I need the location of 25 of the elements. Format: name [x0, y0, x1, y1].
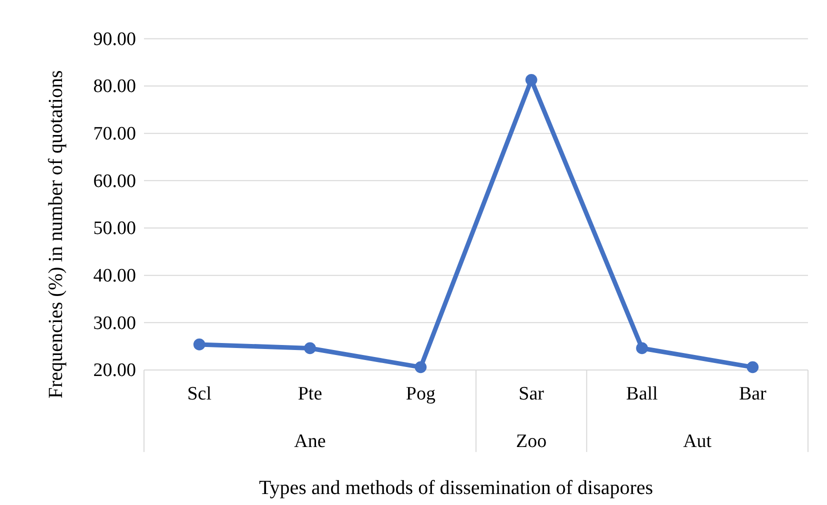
- point: [636, 342, 648, 354]
- point: [193, 338, 206, 350]
- point: [304, 342, 316, 354]
- y-tick-label: 30.00: [93, 312, 136, 334]
- text: Ane: [294, 431, 326, 452]
- point: [746, 361, 759, 374]
- text: Aut: [683, 431, 712, 452]
- y-tick-label: 70.00: [93, 123, 136, 144]
- y-tick-label: 40.00: [93, 265, 136, 286]
- y-tick-label: 80.00: [93, 76, 136, 98]
- text: Zoo: [516, 431, 547, 452]
- x-tick-label: Pte: [298, 383, 322, 404]
- x-tick-label: Scl: [187, 383, 212, 404]
- y-tick-label: 90.00: [93, 28, 136, 50]
- y-tick-label: 20.00: [93, 360, 136, 382]
- x-tick-label: Pog: [406, 383, 436, 404]
- y-axis-title: Frequencies (%) in number of quotations: [45, 70, 67, 398]
- x-tick-label: Ball: [626, 383, 658, 404]
- y-tick-label: 50.00: [93, 218, 136, 240]
- x-tick-label: Bar: [738, 383, 768, 404]
- point: [525, 74, 538, 86]
- point: [414, 361, 427, 374]
- y-tick-label: 60.00: [93, 170, 136, 192]
- x-axis-title: Types and methods of dissemination of disapores: [258, 477, 654, 499]
- x-tick-label: Sar: [518, 383, 545, 404]
